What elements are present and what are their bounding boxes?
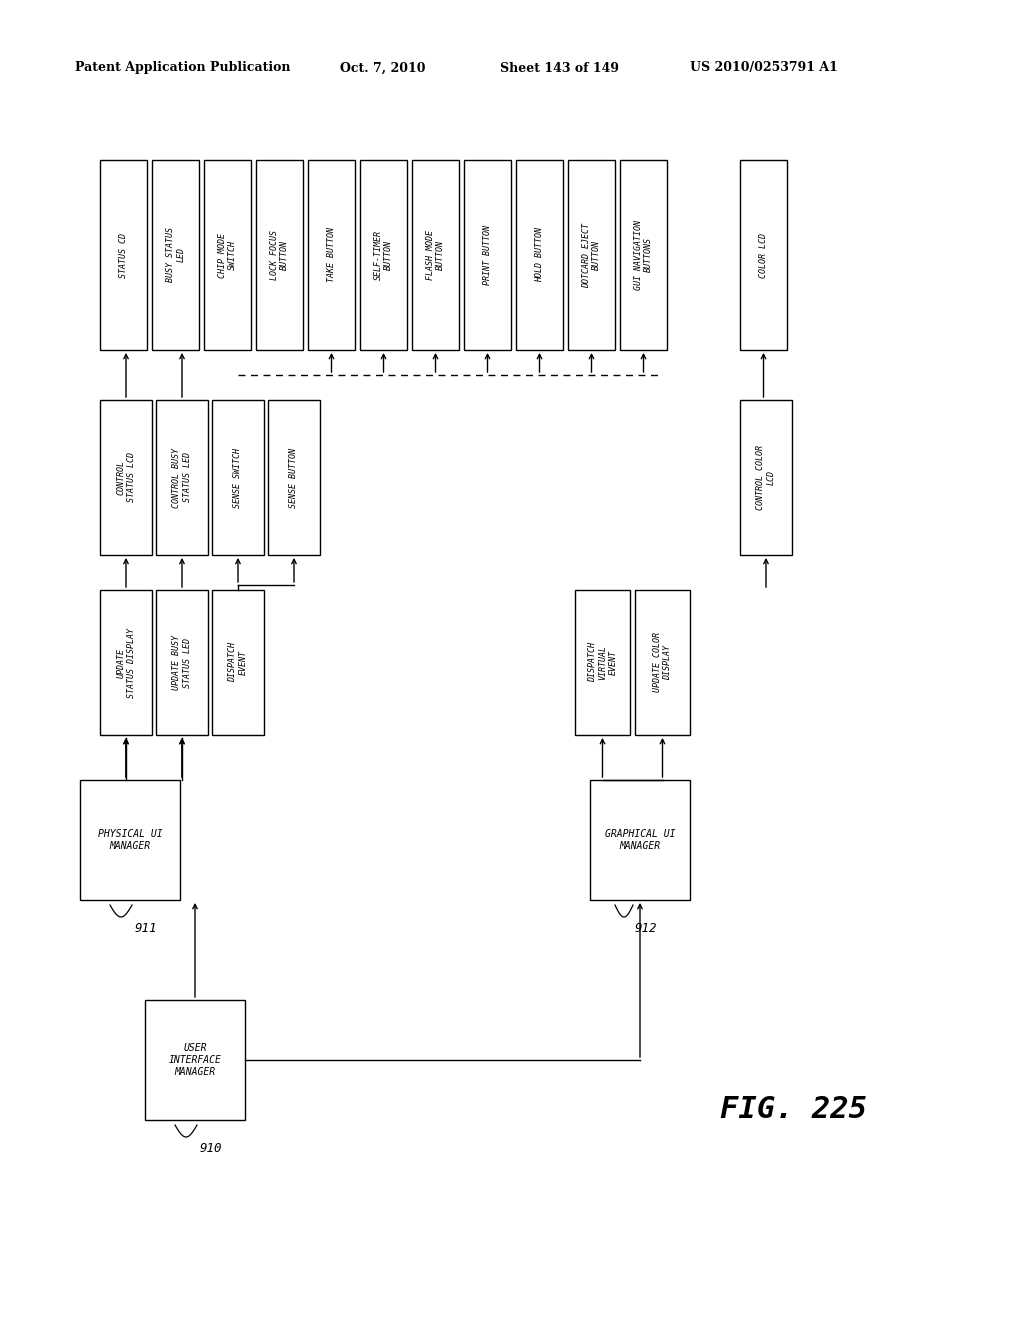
Bar (100, 400, 152, 554)
Text: STATUS CD: STATUS CD (119, 232, 128, 277)
Text: FLASH MODE
BUTTON: FLASH MODE BUTTON (426, 230, 445, 280)
Text: Patent Application Publication: Patent Application Publication (75, 62, 291, 74)
Text: 912: 912 (635, 921, 657, 935)
Bar (620, 160, 667, 350)
Text: COLOR LCD: COLOR LCD (759, 232, 768, 277)
Bar (204, 160, 251, 350)
Text: GUI NAVIGATION
BUTTONS: GUI NAVIGATION BUTTONS (634, 220, 653, 290)
Text: HOLD BUTTON: HOLD BUTTON (535, 227, 544, 282)
Text: PRINT BUTTON: PRINT BUTTON (483, 224, 492, 285)
Text: SENSE BUTTON: SENSE BUTTON (290, 447, 299, 507)
Text: USER
INTERFACE
MANAGER: USER INTERFACE MANAGER (169, 1043, 221, 1077)
Bar (590, 780, 690, 900)
Text: CONTROL
STATUS LCD: CONTROL STATUS LCD (117, 453, 136, 503)
Text: DISPATCH
VIRTUAL
EVENT: DISPATCH VIRTUAL EVENT (588, 643, 617, 682)
Bar (268, 400, 319, 554)
Bar (516, 160, 563, 350)
Text: LOCK FOCUS
BUTTON: LOCK FOCUS BUTTON (269, 230, 289, 280)
Bar (740, 400, 792, 554)
Text: Sheet 143 of 149: Sheet 143 of 149 (500, 62, 618, 74)
Bar (568, 160, 615, 350)
Bar (212, 400, 264, 554)
Text: TAKE BUTTON: TAKE BUTTON (327, 227, 336, 282)
Text: FIG. 225: FIG. 225 (720, 1096, 867, 1125)
Text: SENSE SWITCH: SENSE SWITCH (233, 447, 243, 507)
Text: PHYSICAL UI
MANAGER: PHYSICAL UI MANAGER (97, 829, 163, 851)
Text: US 2010/0253791 A1: US 2010/0253791 A1 (690, 62, 838, 74)
Text: CONTROL COLOR
LCD: CONTROL COLOR LCD (757, 445, 776, 510)
Text: UPDATE
STATUS DISPLAY: UPDATE STATUS DISPLAY (117, 627, 136, 697)
Text: UPDATE COLOR
DISPLAY: UPDATE COLOR DISPLAY (653, 632, 672, 693)
Text: DOTCARD EJECT
BUTTON: DOTCARD EJECT BUTTON (582, 223, 601, 288)
Text: BUSY STATUS
LED: BUSY STATUS LED (166, 227, 185, 282)
Text: SELF-TIMER
BUTTON: SELF-TIMER BUTTON (374, 230, 393, 280)
Bar (80, 780, 180, 900)
Bar (212, 590, 264, 735)
Bar (412, 160, 459, 350)
Bar (100, 590, 152, 735)
Bar (740, 160, 787, 350)
Text: CONTROL BUSY
STATUS LED: CONTROL BUSY STATUS LED (172, 447, 191, 507)
Text: CHIP MODE
SWITCH: CHIP MODE SWITCH (218, 232, 238, 277)
Text: 911: 911 (135, 921, 158, 935)
Bar (100, 160, 147, 350)
Bar (464, 160, 511, 350)
Bar (635, 590, 690, 735)
Bar (152, 160, 199, 350)
Bar (145, 1001, 245, 1119)
Bar (575, 590, 630, 735)
Text: GRAPHICAL UI
MANAGER: GRAPHICAL UI MANAGER (605, 829, 675, 851)
Bar (156, 590, 208, 735)
Text: UPDATE BUSY
STATUS LED: UPDATE BUSY STATUS LED (172, 635, 191, 690)
Bar (256, 160, 303, 350)
Bar (156, 400, 208, 554)
Text: DISPATCH
EVENT: DISPATCH EVENT (228, 643, 248, 682)
Bar (308, 160, 355, 350)
Text: Oct. 7, 2010: Oct. 7, 2010 (340, 62, 426, 74)
Bar (360, 160, 407, 350)
Text: 910: 910 (200, 1142, 222, 1155)
